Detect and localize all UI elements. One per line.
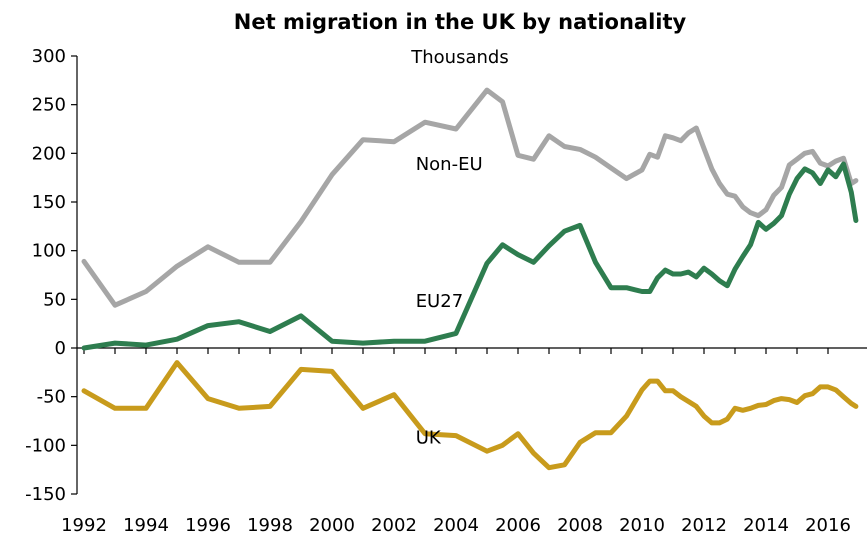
series-label-non-eu: Non-EU — [416, 154, 483, 175]
y-tick-label: 250 — [32, 95, 66, 116]
y-tick-label: 300 — [32, 46, 66, 67]
x-tick-label: 2010 — [619, 515, 665, 536]
x-tick-label: 2004 — [433, 515, 479, 536]
y-tick-label: 200 — [32, 143, 66, 164]
y-tick-label: -50 — [37, 387, 66, 408]
chart-title: Net migration in the UK by nationality — [234, 10, 687, 34]
y-tick-label: -100 — [25, 435, 66, 456]
axes: 300 250 200 150 100 50 0 -50 -100 -150 1992 1994 199… — [25, 46, 867, 536]
x-tick-label: 2016 — [805, 515, 851, 536]
x-tick-label: 1998 — [247, 515, 293, 536]
series-line-uk — [81, 360, 859, 471]
series-line-eu27 — [81, 161, 859, 351]
series-label-eu27: EU27 — [416, 291, 463, 312]
series-layer — [81, 87, 859, 471]
series-line-non-eu — [81, 87, 859, 308]
chart-subtitle: Thousands — [410, 47, 508, 68]
y-tick-label: 0 — [55, 338, 66, 359]
x-tick-label: 2000 — [309, 515, 355, 536]
annotation-layer: Non-EU EU27 UK — [416, 154, 483, 449]
x-tick-label: 2012 — [681, 515, 727, 536]
x-tick-label: 2014 — [743, 515, 789, 536]
x-tick-label: 2002 — [371, 515, 417, 536]
x-tick-label: 1994 — [123, 515, 169, 536]
x-tick-label: 1992 — [61, 515, 107, 536]
y-tick-label: 150 — [32, 192, 66, 213]
y-tick-label: 100 — [32, 241, 66, 262]
series-label-uk: UK — [416, 427, 442, 448]
y-tick-label: 50 — [43, 289, 66, 310]
y-tick-label: -150 — [25, 484, 66, 505]
x-tick-label: 2008 — [557, 515, 603, 536]
x-tick-label: 1996 — [185, 515, 231, 536]
x-tick-label: 2006 — [495, 515, 541, 536]
